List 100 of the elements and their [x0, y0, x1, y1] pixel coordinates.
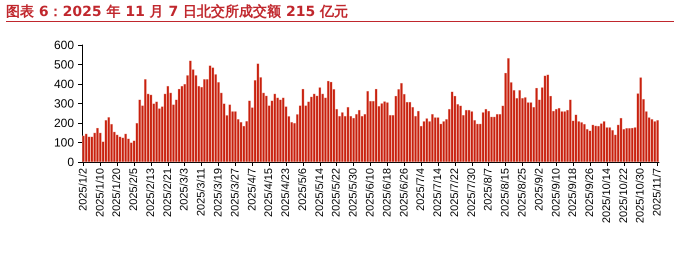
bar [628, 128, 631, 162]
bar [426, 118, 428, 162]
bar [155, 102, 158, 162]
bar [544, 76, 546, 162]
bar [274, 94, 276, 162]
bar [597, 126, 600, 162]
x-tick-label: 2025/5/22 [330, 168, 343, 217]
x-tick-label: 2025/11/7 [652, 168, 664, 216]
x-tick-label: 2025/3/11 [196, 168, 208, 216]
bar [656, 120, 659, 162]
y-tick-label: 400 [54, 77, 74, 91]
x-tick-label: 2025/4/23 [280, 168, 292, 217]
bar [639, 77, 642, 162]
bar [346, 107, 350, 162]
y-tick-label: 0 [67, 155, 74, 169]
bar [530, 102, 532, 162]
bar [442, 121, 445, 162]
bar [90, 136, 94, 162]
x-tick-label: 2025/9/10 [550, 168, 562, 217]
bar [431, 114, 434, 162]
bar [507, 58, 510, 162]
bar [180, 86, 184, 162]
x-tick-label: 2025/6/18 [381, 168, 394, 217]
bar [240, 122, 242, 162]
bar [594, 126, 597, 162]
x-tick-label: 2025/10/14 [600, 168, 613, 224]
x-tick-label: 2025/1/20 [111, 168, 124, 217]
y-tick-label: 100 [54, 136, 74, 150]
x-tick-label: 2025/7/4 [415, 168, 428, 211]
bar [468, 110, 470, 162]
x-tick-label: 2025/7/14 [432, 168, 444, 217]
bar [380, 103, 384, 162]
bar [116, 134, 118, 162]
bar [203, 79, 206, 162]
bar [620, 118, 622, 162]
bar [166, 86, 170, 162]
bar [417, 110, 420, 162]
bar [189, 60, 192, 162]
x-tick-label: 2025/1/2 [77, 168, 90, 211]
bar [138, 100, 141, 162]
y-tick-label: 300 [54, 96, 74, 110]
bar [554, 108, 558, 162]
bar [436, 117, 440, 162]
bar [374, 88, 378, 162]
bar [208, 65, 212, 162]
bar [400, 83, 403, 162]
bar [104, 120, 108, 162]
x-tick-label: 2025/3/3 [178, 168, 191, 211]
bar [422, 121, 426, 162]
bar [476, 124, 479, 162]
bar [107, 117, 110, 162]
x-tick-label: 2025/8/7 [482, 168, 495, 211]
x-tick-label: 2025/8/15 [500, 168, 512, 217]
bar [88, 136, 90, 162]
bar [302, 88, 304, 162]
y-tick-label: 500 [54, 58, 74, 72]
bar [560, 111, 564, 162]
x-tick-label: 2025/5/30 [348, 168, 360, 217]
bar [265, 96, 268, 162]
x-tick-label: 2025/9/2 [533, 168, 546, 211]
bar [434, 117, 437, 162]
bar [84, 134, 88, 162]
bar [310, 96, 313, 162]
x-tick-label: 2025/2/21 [162, 168, 174, 217]
bar [282, 98, 285, 162]
bar [524, 97, 527, 162]
x-tick-label: 2025/9/26 [584, 168, 596, 217]
x-tick-label: 2025/5/6 [296, 168, 309, 211]
bar [326, 80, 330, 162]
x-tick-label: 2025/7/22 [448, 168, 461, 217]
x-tick-label: 2025/10/22 [618, 168, 630, 224]
x-tick-label: 2025/4/15 [263, 168, 276, 217]
bar [96, 128, 99, 162]
y-tick-label: 200 [54, 116, 74, 130]
bar [355, 114, 358, 162]
bar [358, 110, 361, 162]
bar [535, 88, 538, 162]
bar [234, 111, 237, 162]
bar [312, 94, 316, 162]
bar [583, 124, 586, 162]
x-tick-label: 2025/6/26 [398, 168, 410, 217]
bar [574, 114, 578, 162]
bar [383, 101, 386, 162]
bar [470, 111, 474, 162]
bar [122, 138, 124, 162]
bar [248, 100, 251, 162]
bar [518, 90, 521, 162]
bar [408, 102, 412, 162]
bar [493, 116, 496, 162]
bar [330, 82, 332, 162]
x-tick-label: 2025/2/13 [144, 168, 157, 217]
bar [602, 121, 606, 162]
x-tick-label: 2025/6/10 [364, 168, 376, 217]
bar [366, 91, 369, 162]
bar [464, 110, 468, 162]
bar [459, 106, 462, 162]
bar [650, 119, 654, 162]
bar [592, 124, 594, 162]
x-tick-label: 2025/7/30 [466, 168, 478, 217]
bar [546, 74, 550, 162]
